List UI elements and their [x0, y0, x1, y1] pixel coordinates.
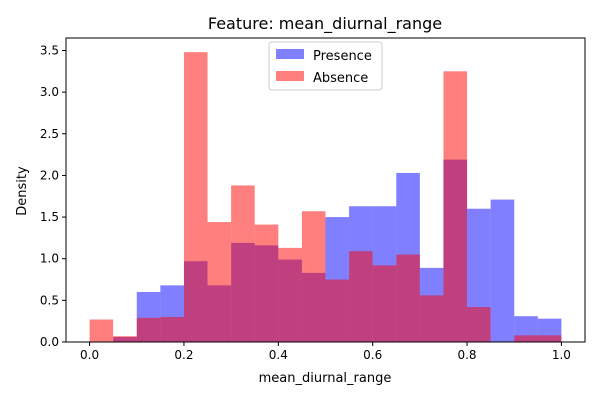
y-tick-label: 2.0 [40, 168, 59, 182]
y-tick-label: 1.0 [40, 252, 59, 266]
absence-bar-3 [160, 317, 184, 342]
y-tick-label: 0.0 [40, 335, 59, 349]
legend-swatch-absence [276, 71, 304, 81]
absence-bar-18 [514, 335, 538, 342]
plot-area-frame [65, 37, 586, 343]
y-axis-label: Density [15, 166, 30, 216]
x-tick-label: 0.2 [174, 348, 193, 362]
absence-bar-7 [254, 224, 279, 342]
legend-label-absence: Absence [313, 71, 368, 86]
presence-bar-16 [490, 199, 515, 342]
absence-bar-9 [301, 211, 326, 342]
absence-bar-2 [136, 317, 161, 342]
absence-bar-10 [325, 279, 350, 342]
absence-series [89, 52, 562, 343]
y-tick-label: 1.5 [40, 210, 59, 224]
absence-bar-11 [349, 251, 373, 342]
x-tick-label: 0.6 [363, 348, 382, 362]
y-tick-label: 0.5 [40, 293, 59, 307]
y-axis: 0.0 0.5 1.0 1.5 2.0 2.5 3.0 3.5 [40, 43, 66, 349]
y-tick-label: 3.0 [40, 85, 59, 99]
absence-bar-12 [372, 265, 397, 342]
absence-bar-5 [207, 222, 232, 342]
absence-bar-0 [89, 319, 114, 342]
absence-bar-14 [419, 295, 444, 342]
legend-swatch-presence [276, 49, 304, 59]
legend: Presence Absence [268, 41, 383, 91]
x-axis: 0.0 0.2 0.4 0.6 0.8 1.0 [80, 342, 571, 362]
y-tick-label: 3.5 [40, 43, 59, 57]
absence-bar-16 [467, 307, 491, 342]
x-axis-label: mean_diurnal_range [259, 371, 392, 386]
x-tick-label: 0.8 [457, 348, 476, 362]
absence-bar-4 [183, 52, 208, 342]
chart-title: Feature: mean_diurnal_range [208, 14, 442, 34]
absence-bar-6 [231, 185, 255, 342]
absence-bar-13 [396, 254, 420, 342]
absence-bar-1 [113, 336, 137, 342]
x-tick-label: 0.4 [269, 348, 288, 362]
absence-bar-8 [278, 247, 302, 342]
x-tick-label: 1.0 [552, 348, 571, 362]
y-tick-label: 2.5 [40, 127, 59, 141]
legend-label-presence: Presence [313, 49, 372, 64]
x-tick-label: 0.0 [80, 348, 99, 362]
absence-bar-15 [443, 71, 468, 343]
absence-bar-19 [537, 335, 562, 342]
